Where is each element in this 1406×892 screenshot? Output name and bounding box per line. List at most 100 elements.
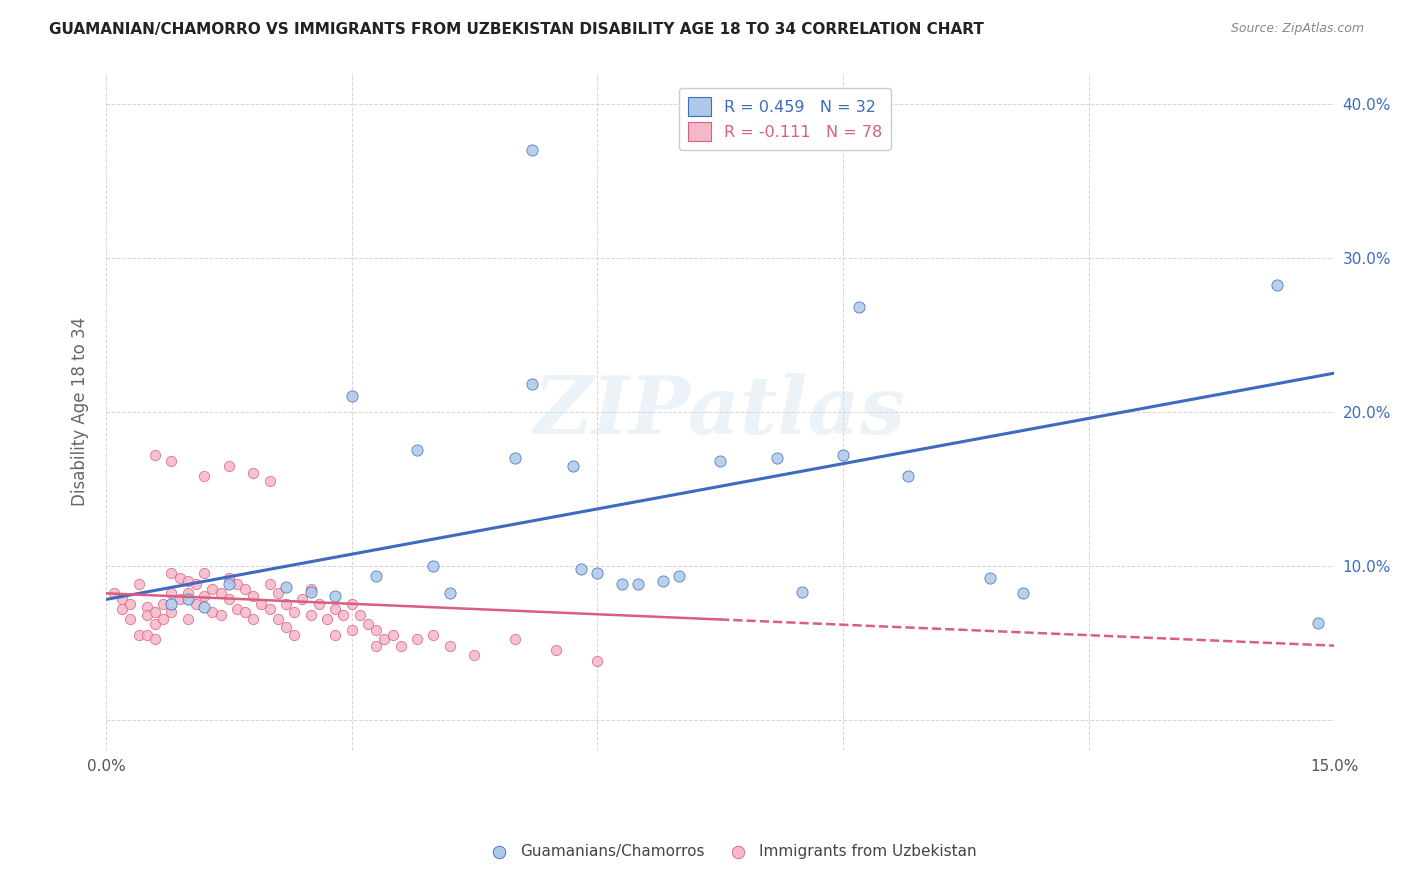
Point: [143, 605, 166, 619]
Point: [340, 624, 363, 638]
Point: [177, 612, 200, 626]
Point: [323, 590, 346, 604]
Point: [283, 605, 305, 619]
Point: [299, 582, 322, 596]
Point: [193, 469, 215, 483]
Point: [177, 586, 200, 600]
Point: [332, 607, 354, 622]
Point: [201, 582, 224, 596]
Point: [160, 597, 183, 611]
Point: [520, 376, 543, 391]
Point: [160, 586, 183, 600]
Point: [979, 571, 1001, 585]
Point: [308, 597, 330, 611]
Point: [505, 450, 527, 465]
Point: [422, 558, 444, 573]
Point: [259, 577, 281, 591]
Point: [226, 601, 249, 615]
Point: [422, 628, 444, 642]
Point: [627, 577, 650, 591]
Point: [184, 597, 207, 611]
Point: [152, 597, 174, 611]
Point: [103, 586, 125, 600]
Point: [586, 566, 609, 581]
Point: [366, 624, 388, 638]
Point: [439, 639, 461, 653]
Point: [709, 454, 731, 468]
Point: [299, 607, 322, 622]
Point: [259, 474, 281, 488]
Point: [267, 612, 290, 626]
Point: [668, 569, 690, 583]
Point: [505, 632, 527, 647]
Point: [316, 612, 339, 626]
Point: [831, 448, 853, 462]
Text: Immigrants from Uzbekistan: Immigrants from Uzbekistan: [759, 845, 977, 859]
Point: [323, 628, 346, 642]
Point: [283, 628, 305, 642]
Point: [291, 592, 314, 607]
Point: [1265, 278, 1288, 293]
Point: [193, 590, 215, 604]
Point: [340, 597, 363, 611]
Point: [259, 601, 281, 615]
Point: [651, 574, 673, 588]
Point: [373, 632, 395, 647]
Point: [299, 584, 322, 599]
Point: [1306, 615, 1329, 630]
Point: [340, 389, 363, 403]
Point: [184, 577, 207, 591]
Point: [160, 605, 183, 619]
Point: [586, 654, 609, 668]
Point: [406, 443, 429, 458]
Point: [209, 586, 232, 600]
Point: [569, 562, 592, 576]
Point: [143, 617, 166, 632]
Point: [111, 601, 134, 615]
Point: [897, 469, 920, 483]
Point: [366, 569, 388, 583]
Point: [546, 643, 568, 657]
Point: [193, 600, 215, 615]
Point: [177, 592, 200, 607]
Point: [520, 143, 543, 157]
Point: [242, 612, 264, 626]
Point: [381, 628, 404, 642]
Y-axis label: Disability Age 18 to 34: Disability Age 18 to 34: [72, 317, 89, 507]
Point: [406, 632, 429, 647]
Point: [267, 586, 290, 600]
Point: [323, 601, 346, 615]
Point: [201, 605, 224, 619]
Point: [242, 467, 264, 481]
Point: [226, 577, 249, 591]
Point: [209, 607, 232, 622]
Point: [790, 584, 813, 599]
Point: [561, 458, 583, 473]
Text: GUAMANIAN/CHAMORRO VS IMMIGRANTS FROM UZBEKISTAN DISABILITY AGE 18 TO 34 CORRELA: GUAMANIAN/CHAMORRO VS IMMIGRANTS FROM UZ…: [49, 22, 984, 37]
Point: [160, 566, 183, 581]
Point: [463, 648, 485, 662]
Legend: R = 0.459   N = 32, R = -0.111   N = 78: R = 0.459 N = 32, R = -0.111 N = 78: [679, 87, 891, 150]
Point: [135, 607, 157, 622]
Point: [389, 639, 412, 653]
Point: [143, 632, 166, 647]
Point: [218, 458, 240, 473]
Point: [152, 612, 174, 626]
Point: [177, 574, 200, 588]
Point: [193, 566, 215, 581]
Point: [233, 582, 256, 596]
Point: [242, 590, 264, 604]
Text: Guamanians/Chamorros: Guamanians/Chamorros: [520, 845, 704, 859]
Text: ZIPatlas: ZIPatlas: [534, 373, 905, 450]
Point: [128, 577, 150, 591]
Point: [218, 592, 240, 607]
Point: [366, 639, 388, 653]
Point: [135, 600, 157, 615]
Point: [128, 628, 150, 642]
Text: Source: ZipAtlas.com: Source: ZipAtlas.com: [1230, 22, 1364, 36]
Point: [120, 612, 142, 626]
Point: [111, 592, 134, 607]
Point: [274, 620, 297, 634]
Point: [274, 580, 297, 594]
Point: [766, 450, 789, 465]
